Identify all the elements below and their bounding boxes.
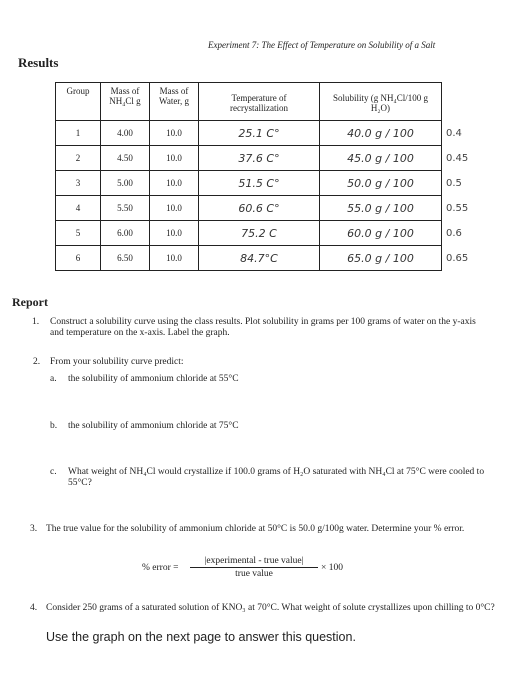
side-note: 0.4 <box>446 127 462 139</box>
solubility: 50.0 g / 100 <box>319 170 442 196</box>
subitem-text: the solubility of ammonium chloride at 7… <box>68 421 239 431</box>
formula-numerator: |experimental - true value| <box>190 556 318 568</box>
mass-water: 10.0 <box>149 120 199 146</box>
mass-water: 10.0 <box>149 195 199 221</box>
subitem-marker: c. <box>50 467 57 477</box>
group: 3 <box>55 170 101 196</box>
subitem-marker: a. <box>50 374 57 384</box>
side-note: 0.45 <box>446 152 469 164</box>
item-marker: 4. <box>30 603 38 613</box>
temperature: 60.6 C° <box>198 195 320 221</box>
side-note: 0.6 <box>446 227 462 239</box>
formula-lhs: % error = <box>142 563 179 573</box>
table-row: 2 4.50 10.0 37.6 C° 45.0 g / 100 0.45 <box>55 145 489 171</box>
subitem-marker: b. <box>50 421 58 431</box>
mass-salt: 6.00 <box>100 220 150 246</box>
side-note: 0.5 <box>446 177 462 189</box>
table-row: 5 6.00 10.0 75.2 C 60.0 g / 100 0.6 <box>55 220 489 246</box>
side-note: 0.55 <box>446 202 469 214</box>
item-text: The true value for the solubility of amm… <box>46 524 465 534</box>
side-note: 0.65 <box>446 252 469 264</box>
item-text: From your solubility curve predict: <box>50 357 184 367</box>
table-row: 3 5.00 10.0 51.5 C° 50.0 g / 100 0.5 <box>55 170 489 196</box>
table-row: 6 6.50 10.0 84.7°C 65.0 g / 100 0.65 <box>55 245 489 271</box>
group: 6 <box>55 245 101 271</box>
solubility: 60.0 g / 100 <box>319 220 442 246</box>
table-body: 1 4.00 10.0 25.1 C° 40.0 g / 100 0.4 2 4.50 10.0… <box>55 120 489 271</box>
temperature: 25.1 C° <box>198 120 320 146</box>
item-marker: 3. <box>30 524 38 534</box>
mass-salt: 6.50 <box>100 245 150 271</box>
column-header: Temperature of recrystallization <box>198 82 320 121</box>
item-marker: 1. <box>32 317 40 327</box>
results-table: Group Mass of NH₄Cl g Mass of Water, g T… <box>55 82 489 271</box>
group: 1 <box>55 120 101 146</box>
mass-salt: 5.50 <box>100 195 150 221</box>
spacer <box>442 83 489 121</box>
mass-salt: 4.00 <box>100 120 150 146</box>
mass-water: 10.0 <box>149 170 199 196</box>
results-heading: Results <box>18 55 59 70</box>
column-header: Mass of NH₄Cl g <box>100 82 150 121</box>
temperature: 37.6 C° <box>198 145 320 171</box>
column-header: Group <box>55 82 101 121</box>
item-text: Construct a solubility curve using the c… <box>50 317 476 338</box>
temperature: 84.7°C <box>198 245 320 271</box>
table-row: 1 4.00 10.0 25.1 C° 40.0 g / 100 0.4 <box>55 120 489 146</box>
mass-water: 10.0 <box>149 145 199 171</box>
mass-water: 10.0 <box>149 245 199 271</box>
column-header: Solubility (g NH₄Cl/100 g H₂O) <box>319 82 442 121</box>
report-heading: Report <box>12 295 48 309</box>
subitem-text: the solubility of ammonium chloride at 5… <box>68 374 239 384</box>
group: 2 <box>55 145 101 171</box>
formula-denominator: true value <box>235 569 273 579</box>
note: Use the graph on the next page to answer… <box>46 630 356 644</box>
item-marker: 2. <box>33 357 41 367</box>
formula-factor: × 100 <box>321 563 343 573</box>
solubility: 40.0 g / 100 <box>319 120 442 146</box>
mass-salt: 4.50 <box>100 145 150 171</box>
group: 5 <box>55 220 101 246</box>
column-header: Mass of Water, g <box>149 82 199 121</box>
temperature: 75.2 C <box>198 220 320 246</box>
table-row: 4 5.50 10.0 60.6 C° 55.0 g / 100 0.55 <box>55 195 489 221</box>
mass-water: 10.0 <box>149 220 199 246</box>
solubility: 45.0 g / 100 <box>319 145 442 171</box>
group: 4 <box>55 195 101 221</box>
subitem-text: What weight of NH₄Cl would crystallize i… <box>68 467 485 488</box>
temperature: 51.5 C° <box>198 170 320 196</box>
solubility: 55.0 g / 100 <box>319 195 442 221</box>
solubility: 65.0 g / 100 <box>319 245 442 271</box>
item-text: Consider 250 grams of a saturated soluti… <box>46 603 495 613</box>
experiment-title: Experiment 7: The Effect of Temperature … <box>208 40 436 50</box>
mass-salt: 5.00 <box>100 170 150 196</box>
